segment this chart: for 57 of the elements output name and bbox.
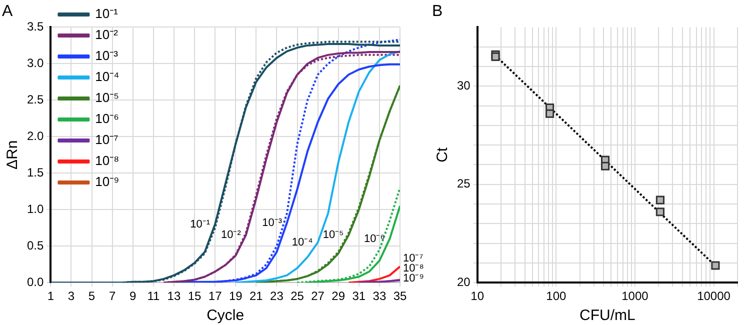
- x-tick-label: 10000: [697, 289, 731, 304]
- legend-label: 10⁻¹: [95, 6, 119, 22]
- x-tick-label: 25: [290, 289, 304, 304]
- legend-label: 10⁻⁷: [95, 132, 119, 148]
- x-tick-label: 15: [188, 289, 202, 304]
- annotation: 10⁻¹: [190, 218, 210, 230]
- y-tick-label: 3.5: [26, 20, 44, 34]
- legend-label: 10⁻³: [95, 48, 119, 64]
- legend-label: 10⁻⁹: [95, 174, 120, 190]
- y-tick-label: 20: [456, 274, 471, 289]
- x-tick-label: 19: [228, 289, 243, 304]
- x-tick-label: 35: [393, 289, 407, 304]
- x-tick-label: 1: [47, 289, 54, 304]
- x-axis-title: CFU/mL: [580, 307, 636, 324]
- x-tick-label: 17: [208, 289, 222, 304]
- x-tick-label: 7: [108, 289, 116, 304]
- text: 10⁻⁸: [403, 262, 424, 275]
- y-tick-label: 2.5: [26, 92, 44, 106]
- annotation: 10⁻⁵: [322, 229, 344, 242]
- x-tick-label: 29: [332, 289, 346, 304]
- y-axis-title: ΔRn: [4, 140, 22, 170]
- x-tick-label: 5: [88, 289, 96, 304]
- x-tick-label: 27: [311, 289, 325, 304]
- y-tick-label: 1.5: [26, 165, 44, 180]
- legend-label: 10⁻⁴: [95, 69, 120, 84]
- x-tick-label: 9: [130, 289, 137, 304]
- y-tick-label: 0.5: [26, 238, 44, 252]
- x-tick-label: 100: [546, 289, 566, 304]
- x-tick-label: 33: [372, 289, 386, 304]
- x-axis-title: Cycle: [206, 307, 244, 324]
- y-tick-label: 25: [456, 176, 471, 191]
- x-tick-label: 31: [352, 289, 366, 304]
- x-tick-label: 13: [167, 289, 181, 304]
- x-tick-label: 11: [147, 289, 160, 304]
- annotation: 10⁻⁴: [292, 236, 314, 248]
- legend-label: 10⁻⁵: [95, 90, 120, 106]
- text: 10⁻⁹: [403, 272, 424, 285]
- legend-label: 10⁻⁶: [95, 111, 119, 126]
- x-tick-label: 23: [270, 289, 284, 304]
- y-tick-label: 2.0: [26, 128, 44, 143]
- y-tick-label: 30: [456, 78, 471, 92]
- y-tick-label: 3.0: [26, 56, 44, 70]
- annotation: 10⁻²: [220, 229, 242, 242]
- x-tick-label: 1000: [622, 289, 649, 304]
- legend-label: 10⁻⁸: [95, 153, 120, 168]
- x-tick-label: 3: [68, 289, 75, 304]
- x-tick-label: 10: [470, 289, 484, 304]
- annotation: 10⁻⁶: [364, 232, 385, 245]
- text: 10⁻⁷: [403, 252, 424, 265]
- y-tick-label: 1.0: [26, 202, 44, 216]
- chart-title: A: [2, 3, 13, 20]
- y-axis-title: Ct: [434, 146, 452, 162]
- y-tick-label: 0.0: [26, 274, 44, 289]
- chart-title: B: [432, 3, 443, 20]
- legend-label: 10⁻²: [95, 27, 119, 42]
- x-tick-label: 21: [249, 289, 264, 304]
- annotation: 10⁻³: [262, 216, 282, 229]
